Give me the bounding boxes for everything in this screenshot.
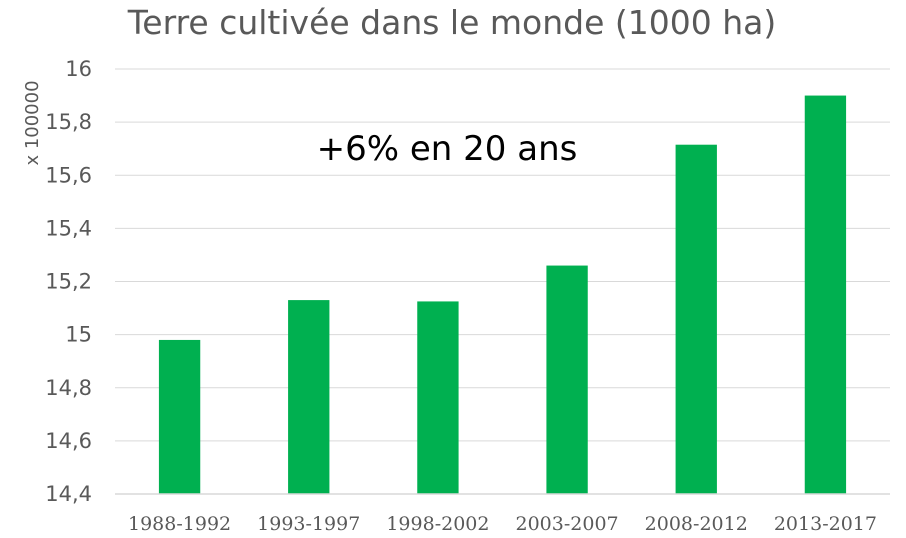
bar-2003-2007 <box>546 265 588 494</box>
y-tick-label: 15,4 <box>45 216 92 240</box>
y-axis-ticks: 14,4 14,6 14,8 15 15,2 15,4 15,6 15,8 16 <box>45 57 92 506</box>
x-tick-label: 1993-1997 <box>257 513 360 535</box>
y-tick-label: 15,8 <box>45 110 92 134</box>
y-tick-label: 15 <box>65 323 92 347</box>
gridlines <box>115 68 890 442</box>
x-tick-label: 1988-1992 <box>128 513 231 535</box>
bar-1993-1997 <box>288 300 330 494</box>
x-axis-ticks: 1988-1992 1993-1997 1998-2002 2003-2007 2008… <box>128 513 877 535</box>
chart-title: Terre cultivée dans le monde (1000 ha) <box>127 3 777 42</box>
x-tick-label: 1998-2002 <box>386 513 489 535</box>
growth-annotation: +6% en 20 ans <box>317 129 578 169</box>
y-tick-label: 14,4 <box>45 482 92 506</box>
bar-1998-2002 <box>417 301 459 494</box>
y-tick-label: 16 <box>65 57 92 81</box>
bar-2008-2012 <box>675 144 717 494</box>
bar-1988-1992 <box>158 339 201 494</box>
bars <box>158 95 847 494</box>
y-tick-label: 15,2 <box>45 270 92 294</box>
x-tick-label: 2013-2017 <box>774 513 877 535</box>
x-tick-label: 2008-2012 <box>645 513 748 535</box>
bar-2013-2017 <box>804 95 847 494</box>
y-tick-label: 14,8 <box>45 376 92 400</box>
y-tick-label: 15,6 <box>45 163 92 187</box>
y-tick-label: 14,6 <box>45 429 92 453</box>
x-tick-label: 2003-2007 <box>516 513 619 535</box>
y-axis-label: x 100000 <box>22 80 43 165</box>
